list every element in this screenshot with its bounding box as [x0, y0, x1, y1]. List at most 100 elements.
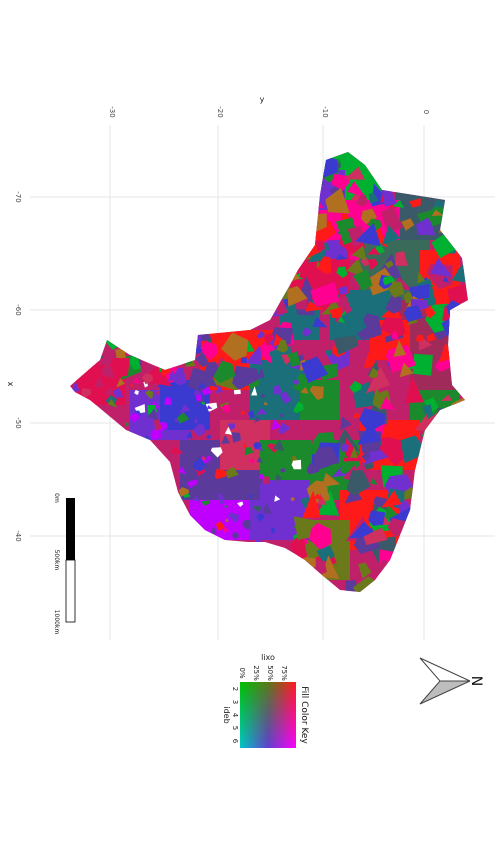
municipality-polygon	[291, 459, 302, 470]
municipality-polygon	[95, 363, 115, 379]
municipality-polygon	[274, 577, 279, 583]
municipality-polygon	[426, 487, 448, 505]
municipality-polygon	[333, 335, 359, 355]
municipality-polygon	[142, 373, 154, 385]
municipality-polygon	[317, 490, 340, 516]
x-tick-label: -60	[14, 304, 22, 315]
municipality-polygon	[308, 584, 336, 592]
y-tick-label: 0	[422, 110, 430, 114]
municipality-polygon	[70, 316, 89, 339]
municipality-polygon	[416, 559, 446, 588]
legend-axis1-tick: 50%	[266, 665, 274, 681]
municipality-polygon	[460, 152, 468, 155]
municipality-polygon	[206, 434, 212, 440]
municipality-polygon	[293, 516, 313, 540]
municipality-polygon	[101, 221, 111, 231]
municipality-polygon	[428, 477, 457, 498]
municipality-polygon	[239, 265, 247, 274]
municipality-polygon	[128, 604, 137, 613]
municipality-polygon	[227, 512, 240, 523]
municipality-polygon	[231, 432, 241, 443]
municipality-polygon	[70, 466, 76, 476]
municipality-polygon	[315, 240, 325, 252]
municipality-polygon	[116, 431, 123, 438]
municipality-polygon	[140, 595, 150, 605]
municipality-polygon	[83, 467, 90, 475]
municipality-polygon	[86, 523, 97, 534]
municipality-polygon	[105, 253, 130, 279]
municipality-polygon	[201, 456, 206, 461]
municipality-polygon	[256, 408, 268, 415]
municipality-polygon	[173, 175, 198, 192]
municipality-polygon	[145, 390, 154, 399]
municipality-polygon	[240, 357, 247, 364]
municipality-polygon	[352, 269, 373, 291]
municipality-polygon	[178, 580, 189, 591]
municipality-polygon	[130, 383, 134, 388]
municipality-polygon	[352, 412, 363, 418]
legend-axis2-tick: 5	[231, 726, 239, 730]
municipality-polygon	[363, 443, 389, 465]
municipality-polygon	[402, 598, 410, 607]
municipality-polygon	[164, 562, 173, 571]
municipality-polygon	[171, 176, 193, 204]
municipality-polygon	[180, 324, 188, 334]
municipality-polygon	[380, 396, 395, 410]
municipality-polygon	[103, 266, 114, 276]
municipality-polygon	[247, 410, 255, 419]
municipality-polygon	[261, 253, 275, 269]
municipality-polygon	[144, 505, 155, 516]
municipality-polygon	[468, 576, 479, 586]
municipality-polygon	[213, 602, 225, 613]
municipality-polygon	[341, 308, 367, 337]
municipality-polygon	[446, 588, 456, 592]
municipality-polygon	[140, 484, 154, 497]
municipality-polygon	[94, 509, 106, 520]
municipality-polygon	[221, 435, 231, 444]
municipality-polygon	[339, 464, 350, 475]
municipality-polygon	[76, 202, 99, 226]
municipality-polygon	[160, 592, 169, 602]
municipality-polygon	[302, 490, 321, 519]
municipality-polygon	[227, 423, 235, 430]
municipality-polygon	[394, 597, 404, 608]
municipality-polygon	[299, 268, 309, 280]
municipality-polygon	[202, 370, 218, 388]
municipality-polygon	[300, 386, 309, 394]
municipality-polygon	[120, 152, 148, 154]
municipality-polygon	[329, 307, 342, 318]
municipality-polygon	[231, 217, 243, 228]
municipality-polygon	[381, 206, 404, 233]
municipality-polygon	[223, 527, 229, 532]
municipality-polygon	[155, 234, 169, 246]
municipality-polygon	[256, 367, 265, 379]
municipality-polygon	[73, 252, 97, 272]
municipality-polygon	[255, 538, 263, 548]
municipality-polygon	[187, 367, 212, 393]
municipality-polygon	[434, 407, 458, 427]
municipality-polygon	[427, 580, 438, 592]
municipality-polygon	[467, 259, 468, 266]
municipality-polygon	[114, 492, 124, 502]
municipality-polygon	[413, 536, 428, 550]
municipality-polygon	[238, 232, 253, 252]
municipality-polygon	[179, 600, 187, 607]
municipality-polygon	[248, 457, 255, 464]
municipality-polygon	[279, 140, 288, 149]
municipality-polygon	[426, 152, 445, 169]
legend-axis1-tick: 75%	[280, 665, 288, 681]
y-axis-title: y	[260, 95, 265, 104]
municipality-polygon	[242, 442, 247, 448]
municipality-polygon	[199, 568, 206, 576]
municipality-polygon	[350, 446, 358, 458]
municipality-polygon	[180, 581, 190, 590]
municipality-polygon	[279, 413, 284, 418]
municipality-polygon	[178, 595, 183, 601]
municipality-polygon	[96, 427, 110, 437]
municipality-polygon	[196, 565, 203, 572]
municipality-polygon	[344, 166, 365, 180]
municipality-polygon	[192, 152, 213, 167]
municipality-polygon	[451, 211, 459, 221]
x-tick-label: -50	[14, 417, 22, 428]
municipality-polygon	[382, 225, 401, 245]
